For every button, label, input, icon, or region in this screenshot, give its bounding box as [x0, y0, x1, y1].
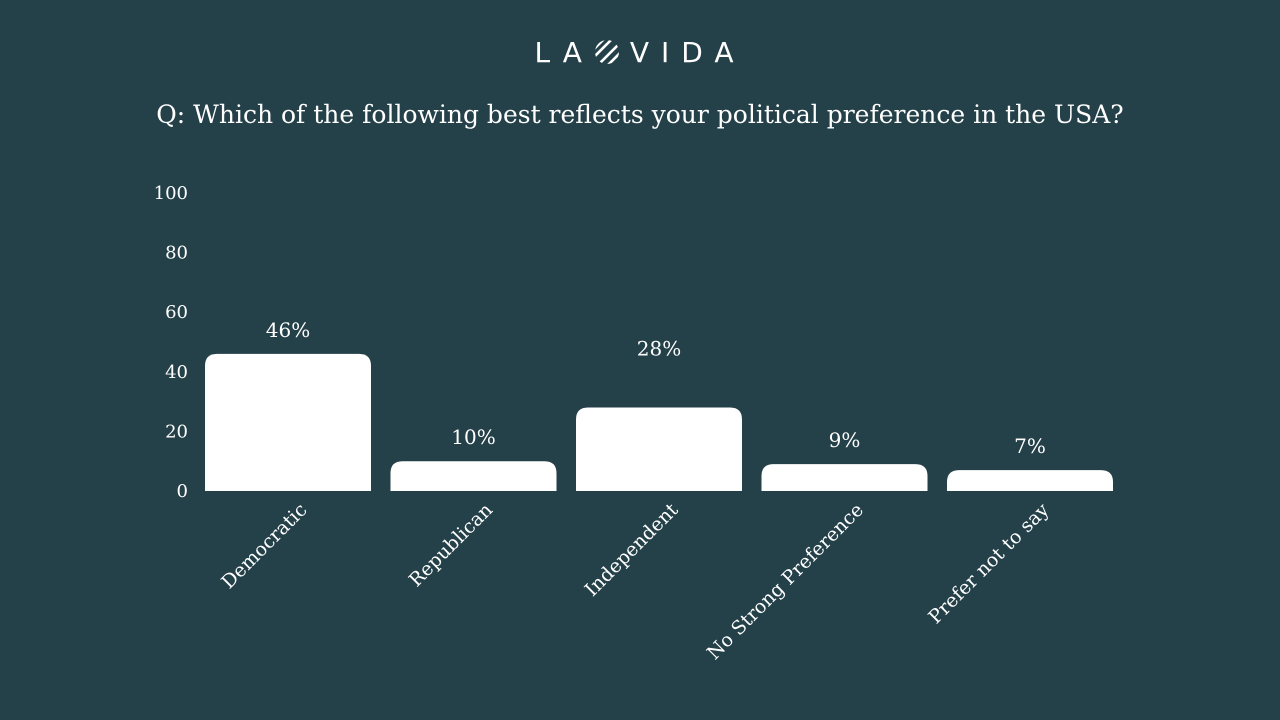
logo-text-left: LA	[534, 36, 594, 69]
chart-title: Q: Which of the following best reflects …	[156, 100, 1124, 129]
y-tick-label: 80	[165, 243, 188, 264]
x-tick-label: Prefer not to say	[924, 499, 1053, 628]
y-tick-label: 0	[177, 481, 188, 502]
y-tick-label: 60	[165, 302, 188, 323]
logo-striped-circle-icon	[594, 40, 619, 64]
x-tick-label: Independent	[581, 499, 683, 601]
bar-no-strong-preference	[761, 464, 928, 491]
y-tick-label: 100	[154, 183, 188, 204]
y-tick-label: 40	[165, 362, 188, 383]
logo-text-right: VIDA	[629, 36, 746, 69]
bar-independent	[576, 407, 742, 491]
x-tick-label: No Strong Preference	[703, 499, 868, 664]
bar-democratic	[205, 353, 371, 491]
data-label: 46%	[266, 318, 310, 342]
bar-republican	[390, 461, 557, 491]
brand-logo: LA VIDA	[0, 36, 1280, 69]
bar-prefer-not-to-say	[947, 470, 1113, 491]
data-label: 28%	[637, 337, 681, 361]
data-label: 9%	[829, 428, 861, 452]
x-tick-label: Democratic	[217, 499, 311, 593]
data-label: 10%	[451, 425, 495, 449]
data-label: 7%	[1014, 434, 1046, 458]
x-tick-label: Republican	[405, 499, 497, 591]
y-tick-label: 20	[165, 421, 188, 442]
